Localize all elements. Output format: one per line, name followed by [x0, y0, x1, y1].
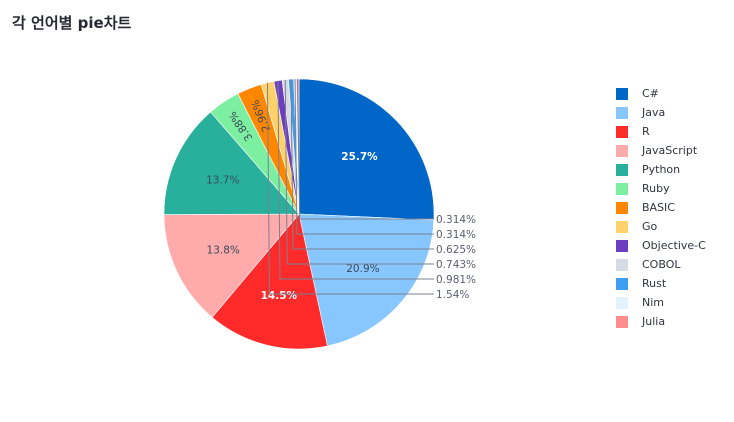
legend-item-basic[interactable]: BASIC [616, 198, 706, 217]
legend-item-go[interactable]: Go [616, 217, 706, 236]
legend-item-c-[interactable]: C# [616, 84, 706, 103]
leader-line-cobol [284, 79, 434, 265]
slice-label-rust: 0.625% [436, 244, 476, 256]
slice-label-go: 1.54% [436, 289, 469, 301]
pie-slice-javascript[interactable] [163, 213, 300, 318]
slice-label-python: 13.7% [206, 174, 239, 186]
legend-swatch [616, 277, 628, 290]
leader-line-go [266, 82, 434, 295]
chart-title: 각 언어별 pie차트 [12, 14, 132, 32]
legend-swatch [616, 296, 628, 309]
legend-item-java[interactable]: Java [616, 103, 706, 122]
legend-label: Python [642, 163, 681, 176]
pie-slice-c-[interactable] [298, 78, 435, 221]
legend-label: Nim [642, 296, 664, 309]
slice-label-nim: 0.314% [436, 229, 476, 241]
legend-label: Julia [642, 315, 666, 328]
legend-item-cobol[interactable]: COBOL [616, 255, 706, 274]
legend-label: BASIC [642, 201, 675, 214]
legend-item-nim[interactable]: Nim [616, 293, 706, 312]
legend-item-objective-c[interactable]: Objective-C [616, 236, 706, 255]
legend-swatch [616, 182, 628, 195]
legend-label: Objective-C [642, 239, 706, 252]
legend-label: Ruby [642, 182, 670, 195]
legend-label: Rust [642, 277, 667, 290]
slice-label-cobol: 0.743% [436, 259, 476, 271]
legend-item-ruby[interactable]: Ruby [616, 179, 706, 198]
legend-label: R [642, 125, 650, 138]
legend-label: C# [642, 87, 659, 100]
legend-swatch [616, 87, 628, 100]
legend-item-r[interactable]: R [616, 122, 706, 141]
legend-label: Go [642, 220, 658, 233]
legend-swatch [616, 239, 628, 252]
legend-item-javascript[interactable]: JavaScript [616, 141, 706, 160]
legend-item-python[interactable]: Python [616, 160, 706, 179]
slice-label-javascript: 13.8% [207, 244, 240, 256]
pie-slice-java[interactable] [298, 213, 435, 347]
legend-swatch [616, 163, 628, 176]
chart-legend: C# Java R JavaScript Python Ruby BASIC Go Object… [616, 84, 706, 331]
slice-label-julia: 0.314% [436, 214, 476, 226]
legend-swatch [616, 125, 628, 138]
pie-slice-python[interactable] [163, 111, 300, 215]
legend-swatch [616, 201, 628, 214]
leader-line-julia [297, 78, 434, 220]
slice-label-objective-c: 0.981% [436, 274, 476, 286]
legend-item-rust[interactable]: Rust [616, 274, 706, 293]
legend-label: JavaScript [642, 144, 698, 157]
legend-label: COBOL [642, 258, 681, 271]
slice-label-r: 14.5% [261, 290, 298, 302]
legend-swatch [616, 315, 628, 328]
leader-line-nim [294, 79, 434, 235]
legend-swatch [616, 106, 628, 119]
legend-swatch [616, 144, 628, 157]
slice-label-c-: 25.7% [341, 151, 378, 163]
leader-line-objective-c [277, 80, 434, 280]
leader-line-rust [290, 79, 434, 250]
legend-label: Java [642, 106, 666, 119]
legend-swatch [616, 220, 628, 233]
legend-swatch [616, 258, 628, 271]
legend-item-julia[interactable]: Julia [616, 312, 706, 331]
slice-label-java: 20.9% [346, 263, 379, 275]
